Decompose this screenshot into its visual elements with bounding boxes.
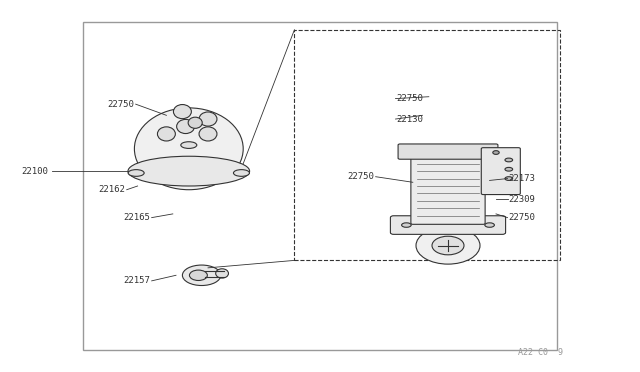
- Text: A22 C0  9: A22 C0 9: [518, 348, 563, 357]
- Ellipse shape: [216, 269, 228, 278]
- Ellipse shape: [505, 177, 513, 180]
- Ellipse shape: [177, 119, 195, 134]
- Text: 22173: 22173: [509, 174, 536, 183]
- Text: 22162: 22162: [98, 185, 125, 194]
- Text: 22157: 22157: [124, 276, 150, 285]
- Ellipse shape: [182, 265, 221, 286]
- Ellipse shape: [180, 142, 197, 148]
- Ellipse shape: [493, 151, 499, 154]
- Ellipse shape: [234, 170, 250, 176]
- Ellipse shape: [173, 105, 191, 119]
- Text: 22750: 22750: [509, 213, 536, 222]
- Ellipse shape: [128, 170, 144, 176]
- Text: 22750: 22750: [397, 94, 424, 103]
- Ellipse shape: [199, 127, 217, 141]
- FancyBboxPatch shape: [481, 148, 520, 195]
- Text: 22165: 22165: [124, 213, 150, 222]
- Ellipse shape: [188, 117, 202, 128]
- Ellipse shape: [402, 223, 412, 227]
- Ellipse shape: [189, 270, 207, 280]
- Ellipse shape: [157, 127, 175, 141]
- FancyBboxPatch shape: [390, 216, 506, 234]
- Ellipse shape: [128, 156, 250, 186]
- Ellipse shape: [484, 223, 494, 227]
- FancyBboxPatch shape: [411, 155, 485, 224]
- Ellipse shape: [199, 112, 217, 126]
- Text: 22750: 22750: [348, 172, 374, 181]
- Bar: [294, 30, 560, 260]
- Text: 22130: 22130: [397, 115, 424, 124]
- Text: 22100: 22100: [21, 167, 48, 176]
- Ellipse shape: [416, 227, 480, 264]
- Ellipse shape: [432, 236, 464, 255]
- Text: 22750: 22750: [108, 100, 134, 109]
- FancyBboxPatch shape: [398, 144, 498, 159]
- Text: 22309: 22309: [509, 195, 536, 203]
- Ellipse shape: [505, 167, 513, 171]
- Bar: [83, 22, 557, 350]
- Ellipse shape: [134, 108, 243, 190]
- Ellipse shape: [505, 158, 513, 162]
